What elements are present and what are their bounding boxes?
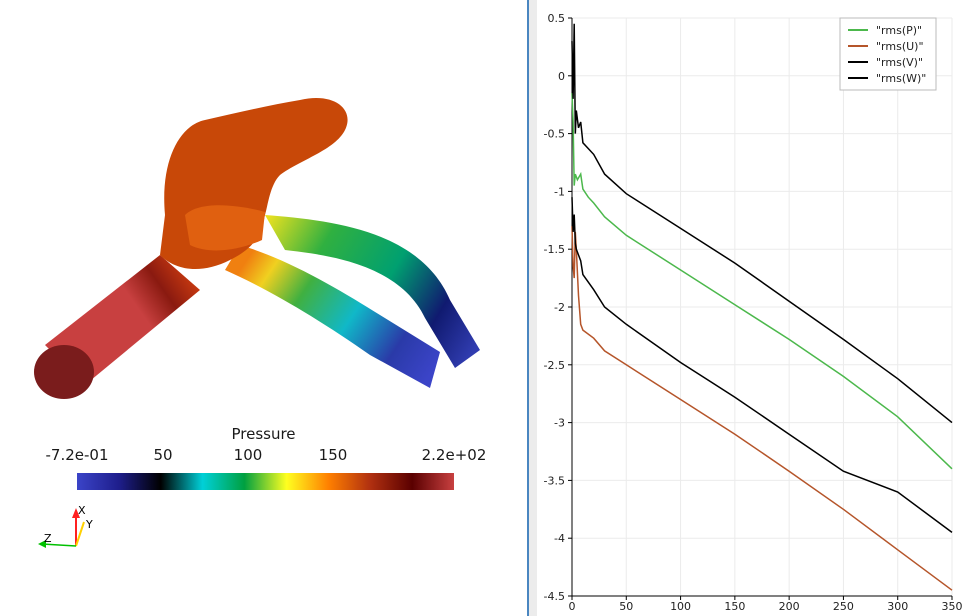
x-tick-label: 350 [942,600,963,613]
legend-label-2: "rms(V)" [876,56,923,69]
orientation-axes: X Y Z [38,504,93,548]
y-tick-label: 0 [558,70,565,83]
y-tick-label: -3 [554,417,565,430]
line-chart-view[interactable]: 0.5 0 -0.5 -1 -1.5 -2 -2.5 -3 -3.5 -4 -4.5 0 50 100 15… [537,0,970,616]
y-tick-label: -0.5 [544,128,565,141]
x-tick-label: 250 [833,600,854,613]
scalar-bar-title: Pressure [231,425,296,443]
series-line-1 [571,226,953,591]
legend-label-0: "rms(P)" [876,24,922,37]
scalar-bar-label-50: 50 [153,446,173,464]
y-tick-label: -4 [554,532,565,545]
series-line-0 [571,93,953,470]
series-line-2 [571,23,953,424]
y-tick-label: -1 [554,185,565,198]
x-tick-label: 100 [670,600,691,613]
y-tick-label: -4.5 [544,590,565,603]
axis-x-label: X [78,504,86,517]
x-tick-label: 50 [619,600,633,613]
axis-y-label: Y [85,518,93,531]
x-tick-label: 0 [569,600,576,613]
scalar-bar-colormap [77,473,454,490]
x-tick-label: 200 [779,600,800,613]
y-tick-label: -2 [554,301,565,314]
view-gutter [529,0,537,616]
render-view[interactable]: X Y Z Pressure -7.2e-01 50 100 150 2.2e+… [0,0,527,616]
y-tick-label: -3.5 [544,474,565,487]
axis-z-label: Z [44,532,52,545]
x-tick-label: 150 [724,600,745,613]
series-line-3 [571,197,953,534]
scalar-bar-label-100: 100 [233,446,263,464]
scalar-bar-label-min: -7.2e-01 [45,446,109,464]
vessel-geometry [34,98,480,399]
view-splitter[interactable] [527,0,529,616]
x-tick-label: 300 [887,600,908,613]
y-tick-label: -2.5 [544,359,565,372]
scalar-bar-label-max: 2.2e+02 [421,446,487,464]
line-chart: 0.5 0 -0.5 -1 -1.5 -2 -2.5 -3 -3.5 -4 -4.5 0 50 100 15… [544,12,963,613]
legend-label-1: "rms(U)" [876,40,924,53]
legend-label-3: "rms(W)" [876,72,926,85]
y-tick-label: -1.5 [544,243,565,256]
scalar-bar-label-150: 150 [318,446,348,464]
y-tick-label: 0.5 [548,12,566,25]
